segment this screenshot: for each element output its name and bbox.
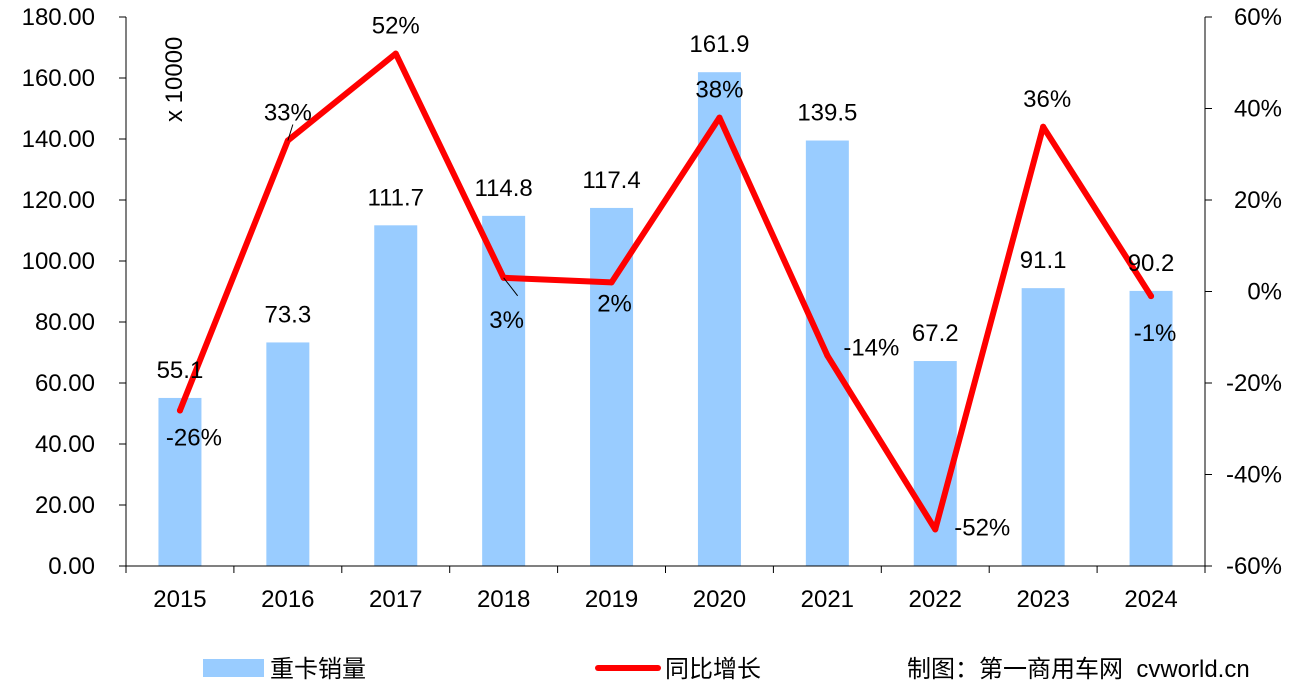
- right-tick-label: -60%: [1226, 553, 1282, 580]
- growth-line: [176, 50, 1155, 533]
- growth-value-label: 2%: [597, 290, 632, 317]
- growth-value-label: 33%: [264, 100, 312, 127]
- x-tick-label: 2024: [1124, 586, 1177, 613]
- left-tick-label: 0.00: [48, 553, 95, 580]
- legend-label-line: 同比增长: [665, 656, 761, 683]
- left-tick-label: 140.00: [22, 126, 95, 153]
- bar-2018: [482, 215, 526, 567]
- right-tick-label: 40%: [1234, 96, 1282, 123]
- credit-text: 制图：第一商用车网 cvworld.cn: [907, 656, 1250, 683]
- bar-2019: [590, 207, 634, 566]
- bar-value-label: 67.2: [912, 320, 959, 347]
- growth-line-series: [176, 50, 1155, 533]
- left-tick-label: 120.00: [22, 187, 95, 214]
- left-tick-label: 160.00: [22, 65, 95, 92]
- x-tick-label: 2019: [585, 586, 638, 613]
- right-tick-label: -40%: [1226, 462, 1282, 489]
- leader-line: [503, 277, 519, 297]
- growth-point-2020: [716, 114, 723, 121]
- x-tick-label: 2015: [153, 586, 206, 613]
- growth-value-label: -52%: [954, 514, 1010, 541]
- bar-value-label: 73.3: [264, 301, 311, 328]
- growth-point-2022: [932, 526, 939, 533]
- leader-line: [287, 124, 294, 141]
- growth-value-label: 52%: [372, 13, 420, 40]
- bar-value-label: 117.4: [582, 167, 640, 194]
- growth-value-label: -14%: [843, 335, 899, 362]
- y-unit-label: x 10000: [161, 37, 188, 122]
- axes: 0.00 20.00 40.00 60.00 80.00 100.00 120.00 140.…: [22, 4, 1282, 613]
- bar-2023: [1021, 288, 1065, 566]
- right-tick-label: -20%: [1226, 370, 1282, 397]
- growth-point-2017: [392, 50, 399, 57]
- growth-value-label: 3%: [489, 307, 524, 334]
- data-labels: 55.1 73.3 111.7 114.8 117.4 161.9 139.5 67.2 91.…: [157, 13, 1177, 542]
- growth-point-2024: [1148, 293, 1155, 300]
- left-tick-label: 20.00: [35, 492, 95, 519]
- left-tick-label: 100.00: [22, 248, 95, 275]
- right-tick-label: 0%: [1247, 279, 1282, 306]
- legend-swatch-bars: [203, 659, 264, 677]
- growth-value-label: 36%: [1023, 86, 1071, 113]
- bar-2024: [1129, 290, 1173, 566]
- growth-value-label: -26%: [166, 424, 222, 451]
- growth-value-label: -1%: [1134, 320, 1177, 347]
- legend-label-bars: 重卡销量: [270, 656, 366, 683]
- x-tick-label: 2023: [1016, 586, 1069, 613]
- bar-value-label: 114.8: [475, 175, 533, 202]
- growth-point-2021: [824, 352, 831, 359]
- legend: 重卡销量 同比增长: [203, 656, 761, 683]
- bar-value-label: 55.1: [157, 357, 204, 384]
- bar-value-label: 91.1: [1020, 247, 1067, 274]
- bar-value-label: 139.5: [797, 100, 857, 127]
- x-tick-label: 2020: [693, 586, 746, 613]
- left-tick-label: 180.00: [22, 4, 95, 31]
- bar-2016: [266, 342, 310, 566]
- bar-value-label: 90.2: [1128, 250, 1175, 277]
- x-tick-label: 2017: [369, 586, 422, 613]
- x-tick-label: 2022: [909, 586, 962, 613]
- left-tick-label: 40.00: [35, 431, 95, 458]
- growth-point-2019: [608, 279, 615, 286]
- bar-value-label: 161.9: [689, 31, 749, 58]
- x-tick-label: 2018: [477, 586, 530, 613]
- growth-value-label: 38%: [695, 77, 743, 104]
- x-tick-label: 2016: [261, 586, 314, 613]
- left-tick-label: 80.00: [35, 309, 95, 336]
- right-tick-label: 60%: [1234, 4, 1282, 31]
- right-tick-label: 20%: [1234, 187, 1282, 214]
- bar-value-label: 111.7: [368, 184, 425, 211]
- left-tick-label: 60.00: [35, 370, 95, 397]
- growth-point-2023: [1040, 123, 1047, 130]
- bar-2017: [374, 225, 418, 566]
- x-tick-label: 2021: [801, 586, 854, 613]
- growth-point-2015: [176, 407, 183, 414]
- bar-2015: [158, 397, 202, 566]
